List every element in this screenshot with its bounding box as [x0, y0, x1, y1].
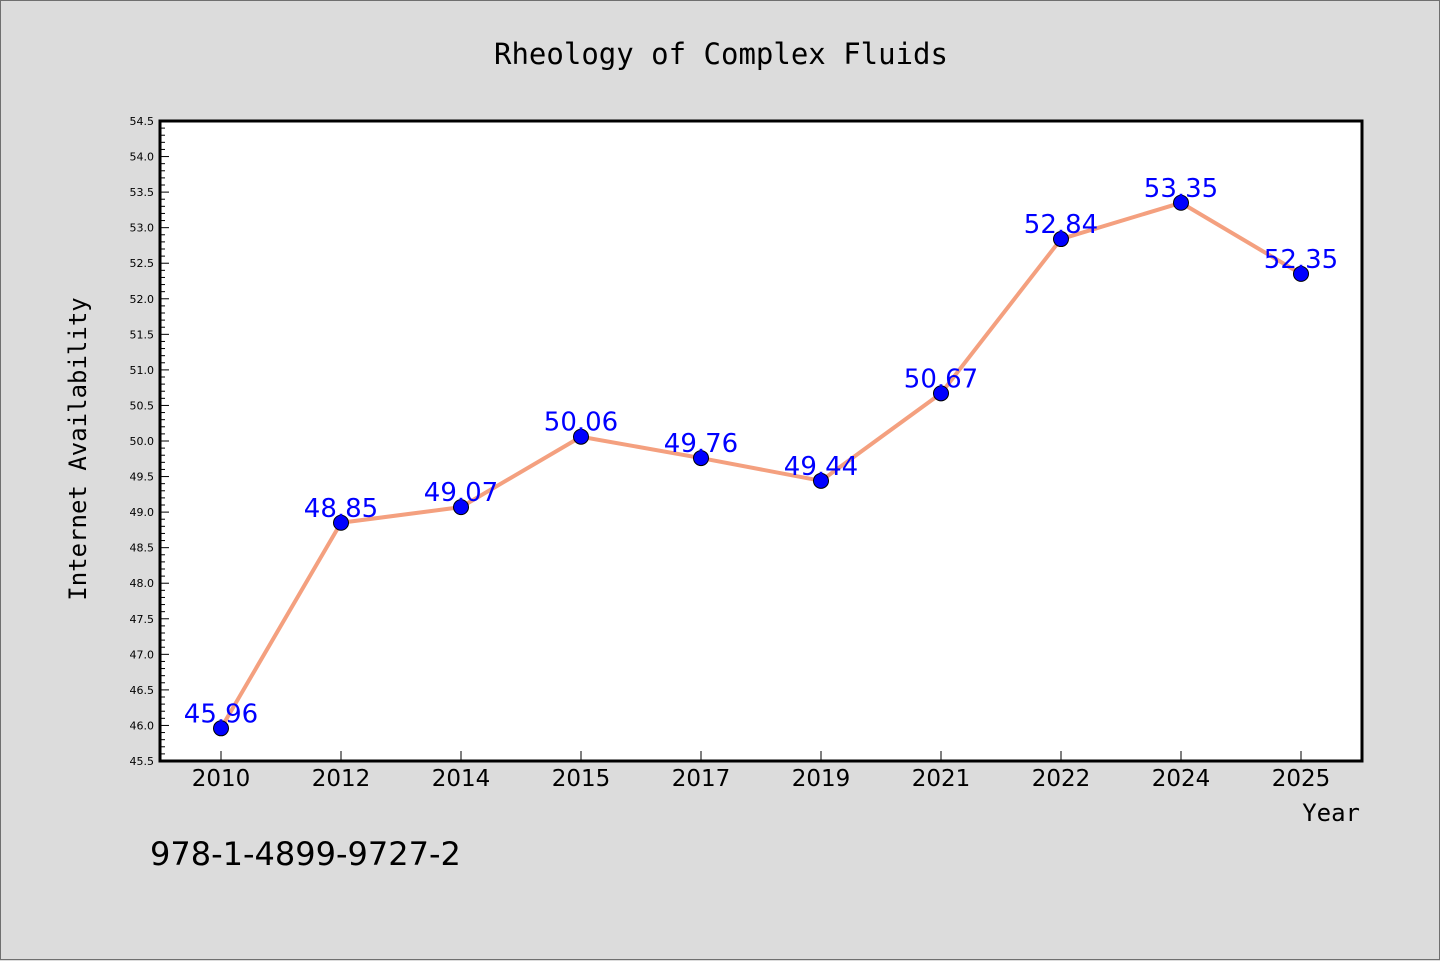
data-label: 49.76: [664, 429, 738, 459]
x-axis: 2010 2012 2014 2015 2017 2019 2021 2022 2024 2025: [192, 751, 1331, 792]
data-point: [1173, 194, 1189, 211]
data-label: 50.06: [544, 408, 618, 438]
data-point: [813, 472, 829, 489]
y-tick-label: 46.0: [130, 719, 155, 732]
data-point: [573, 428, 589, 445]
series-layer: 45.96 48.85 49.07 50.06 49.76 49.44 50.67 52.84…: [184, 174, 1338, 737]
data-point: [1053, 231, 1069, 248]
data-point: [933, 385, 949, 402]
isbn-annotation: 978-1-4899-9727-2: [150, 835, 461, 873]
data-label: 49.44: [784, 452, 858, 482]
y-axis-label: Internet Availability: [64, 297, 92, 600]
y-tick-label: 53.5: [130, 186, 155, 199]
data-label: 52.84: [1024, 210, 1098, 240]
y-tick-label: 52.5: [130, 257, 155, 270]
x-tick-label: 2025: [1272, 766, 1331, 792]
y-tick-label: 48.0: [130, 577, 155, 590]
x-tick-label: 2014: [432, 766, 491, 792]
y-tick-label: 49.5: [130, 471, 155, 484]
x-axis-label: Year: [1302, 799, 1360, 827]
data-label: 49.07: [424, 478, 498, 508]
data-label: 50.67: [904, 364, 978, 394]
y-tick-label: 50.5: [130, 399, 155, 412]
data-point: [333, 514, 349, 531]
data-point: [213, 720, 229, 737]
data-label: 52.35: [1264, 245, 1338, 275]
data-label: 48.85: [304, 494, 378, 524]
y-tick-label: 45.5: [130, 755, 155, 768]
y-tick-label: 50.0: [130, 435, 155, 448]
plot-border: [158, 119, 1364, 763]
y-tick-label: 47.0: [130, 648, 155, 661]
x-tick-label: 2017: [672, 766, 731, 792]
y-tick-label: 51.5: [130, 328, 155, 341]
y-tick-label: 49.0: [130, 506, 155, 519]
series-line: [219, 200, 1303, 730]
x-tick-label: 2019: [792, 766, 851, 792]
plot-area: [160, 121, 1362, 761]
y-tick-label: 47.5: [130, 613, 155, 626]
data-label: 53.35: [1144, 174, 1218, 204]
data-point: [693, 450, 709, 467]
data-label: 45.96: [184, 699, 258, 729]
x-tick-label: 2024: [1152, 766, 1211, 792]
data-point: [1293, 265, 1309, 282]
y-tick-label: 48.5: [130, 542, 155, 555]
y-tick-label: 53.0: [130, 222, 155, 235]
y-tick-label: 52.0: [130, 293, 155, 306]
chart-title: Rheology of Complex Fluids: [494, 37, 948, 71]
y-axis: 45.5 46.0 46.5 47.0 47.5 48.0 48.5 49.0 49.5 50.0…: [130, 115, 169, 768]
x-tick-label: 2022: [1032, 766, 1091, 792]
x-tick-label: 2012: [312, 766, 371, 792]
x-tick-label: 2015: [552, 766, 611, 792]
x-tick-label: 2021: [912, 766, 971, 792]
data-point: [453, 499, 469, 516]
y-tick-label: 54.5: [130, 115, 155, 128]
y-tick-label: 46.5: [130, 684, 155, 697]
y-tick-label: 54.0: [130, 151, 155, 164]
y-tick-label: 51.0: [130, 364, 155, 377]
x-tick-label: 2010: [192, 766, 251, 792]
